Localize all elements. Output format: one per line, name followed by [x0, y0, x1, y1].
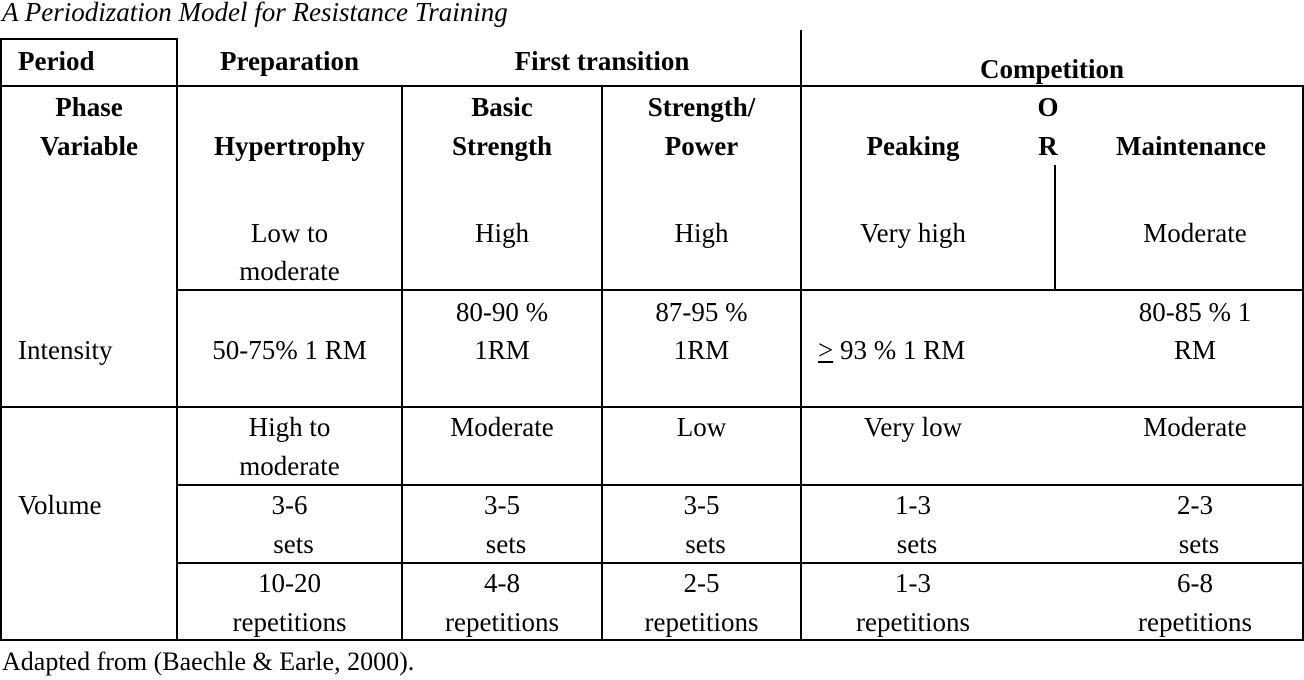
table-caption: A Periodization Model for Resistance Tra…	[2, 0, 508, 27]
rule-intensity-bottom	[0, 406, 1304, 408]
rule-level-bottom	[176, 289, 1304, 291]
intensity-basic-line2: 1RM	[474, 335, 530, 365]
volume-level-strength-power: Low	[676, 412, 727, 442]
reps-peaking-line1: 1-3	[895, 568, 931, 598]
reps-hypertrophy-line2: repetitions	[232, 607, 347, 637]
level-basic-strength: High	[475, 218, 529, 248]
volume-level-basic: Moderate	[450, 412, 554, 442]
sets-sp-line1: 3-5	[683, 490, 720, 520]
rule-sets-bottom	[176, 562, 1304, 564]
volume-label: Volume	[18, 490, 102, 520]
phase-maintenance: Maintenance	[1116, 131, 1266, 161]
volume-level-maintenance: Moderate	[1143, 412, 1247, 442]
rule-col3	[601, 85, 603, 641]
rule-col2	[401, 85, 403, 641]
rule-header-bottom	[0, 85, 1304, 87]
reps-basic-line2: repetitions	[445, 607, 559, 637]
volume-level-hypertrophy-line2: moderate	[239, 451, 340, 481]
rule-right	[1302, 85, 1304, 641]
sets-maintenance-line2: sets	[1178, 529, 1220, 559]
intensity-hypertrophy: 50-75% 1 RM	[212, 335, 367, 365]
phase-basic-strength-line2: Strength	[451, 131, 552, 161]
reps-sp-line1: 2-5	[683, 568, 720, 598]
phase-peaking: Peaking	[866, 131, 960, 161]
rule-left	[0, 38, 2, 641]
level-hypertrophy-line1: Low to	[250, 218, 329, 248]
reps-maintenance-line2: repetitions	[1138, 607, 1252, 637]
level-maintenance: Moderate	[1143, 218, 1247, 248]
reps-peaking-line2: repetitions	[856, 607, 970, 637]
header-preparation: Preparation	[220, 46, 359, 76]
intensity-sp-line1: 87-95 %	[655, 297, 748, 327]
rule-volume-level-bottom	[176, 484, 1304, 486]
sets-sp-line2: sets	[685, 529, 726, 559]
sets-peaking-line1: 1-3	[895, 490, 931, 520]
sets-basic-line2: sets	[485, 529, 527, 559]
reps-maintenance-line1: 6-8	[1177, 568, 1213, 598]
intensity-maintenance-line2: RM	[1173, 335, 1217, 365]
volume-level-peaking: Very low	[863, 412, 963, 442]
phase-strength-power-line1: Strength/	[647, 92, 756, 122]
sets-hypertrophy-line2: sets	[273, 529, 314, 559]
intensity-label: Intensity	[18, 335, 113, 365]
sets-basic-line1: 3-5	[484, 490, 520, 520]
reps-basic-line1: 4-8	[484, 568, 520, 598]
source-footnote: Adapted from (Baechle & Earle, 2000).	[2, 647, 415, 676]
phase-hypertrophy: Hypertrophy	[213, 131, 365, 161]
or-letter-o: O	[1037, 92, 1059, 122]
intensity-peaking-value: 93 % 1 RM	[833, 335, 966, 365]
header-competition: Competition	[980, 54, 1124, 84]
sets-hypertrophy-line1: 3-6	[271, 490, 308, 520]
phase-label: Phase	[55, 92, 123, 122]
greater-equal-symbol: >	[818, 335, 834, 365]
rule-col4	[800, 30, 802, 641]
rule-top	[0, 38, 178, 40]
intensity-maintenance-line1: 80-85 % 1	[1138, 297, 1252, 327]
variable-label: Variable	[39, 131, 138, 161]
level-peaking: Very high	[860, 218, 966, 248]
rule-bottom	[0, 639, 1304, 641]
reps-sp-line2: repetitions	[644, 607, 759, 637]
level-hypertrophy-line2: moderate	[239, 256, 340, 286]
phase-basic-strength-line1: Basic	[471, 92, 533, 122]
phase-strength-power-line2: Power	[664, 131, 739, 161]
header-period: Period	[18, 46, 95, 76]
reps-hypertrophy-line1: 10-20	[258, 568, 321, 598]
sets-peaking-line2: sets	[896, 529, 938, 559]
level-strength-power: High	[674, 218, 729, 248]
rule-col1	[176, 38, 178, 641]
header-first-transition: First transition	[514, 46, 690, 76]
intensity-peaking: > 93 % 1 RM	[818, 331, 965, 370]
intensity-sp-line2: 1RM	[673, 335, 730, 365]
intensity-basic-line1: 80-90 %	[455, 297, 549, 327]
sets-maintenance-line1: 2-3	[1177, 490, 1213, 520]
volume-level-hypertrophy-line1: High to	[248, 412, 331, 442]
or-letter-r: R	[1038, 131, 1058, 161]
rule-or-divider	[1054, 165, 1056, 291]
